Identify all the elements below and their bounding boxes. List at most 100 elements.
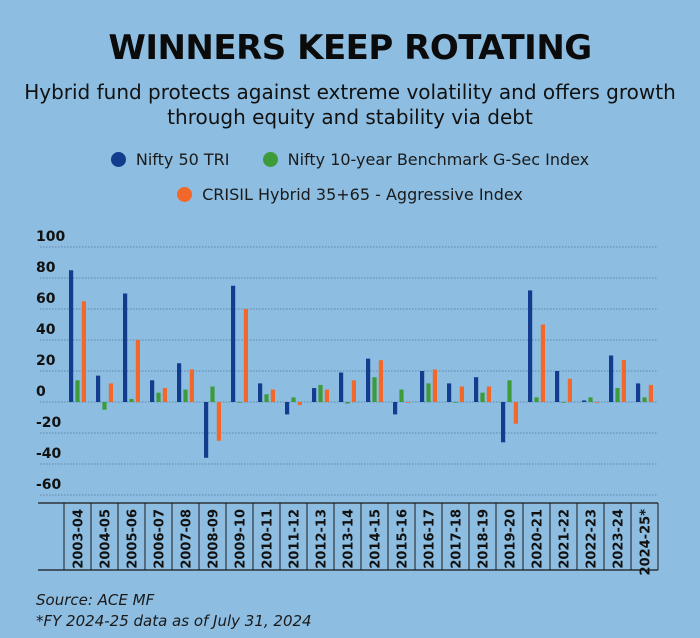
bar <box>486 386 491 402</box>
footnote: *FY 2024-25 data as of July 31, 2024 <box>36 612 312 630</box>
gridlines <box>40 246 658 496</box>
bar <box>561 402 566 403</box>
bar <box>555 371 560 402</box>
y-axis-ticks: 100 80 60 40 20 0 -20 -40 -60 <box>36 229 65 493</box>
legend-row-2: CRISIL Hybrid 35+65 - Aggressive Index <box>0 185 700 206</box>
legend-swatch-gsec <box>262 152 278 167</box>
legend-swatch-nifty50 <box>110 152 126 167</box>
x-tick-label: 2023-24 <box>612 509 627 569</box>
x-tick-label: 2019-20 <box>504 509 519 569</box>
bar <box>81 301 86 402</box>
bar <box>177 363 182 402</box>
bar <box>393 402 398 415</box>
bar <box>648 384 653 402</box>
x-tick-label: 2003-04 <box>72 509 87 569</box>
bar <box>204 402 209 458</box>
bar <box>480 392 485 402</box>
legend-swatch-crisil <box>177 187 193 202</box>
bar <box>426 383 431 402</box>
bar <box>372 377 377 402</box>
bar <box>216 402 221 441</box>
x-tick-label: 2009-10 <box>234 509 249 569</box>
bar <box>297 402 302 406</box>
chart-title: WINNERS KEEP ROTATING <box>108 28 592 68</box>
bar <box>567 378 572 402</box>
bar <box>264 394 269 402</box>
bars <box>69 270 653 458</box>
y-tick-label: -60 <box>36 477 62 493</box>
x-tick-label: 2015-16 <box>396 509 411 569</box>
bar <box>162 388 167 402</box>
bar <box>102 402 107 410</box>
bar <box>513 402 518 424</box>
x-tick-label: 2007-08 <box>180 509 195 569</box>
bar <box>528 290 533 402</box>
bar <box>270 389 275 402</box>
chart-subtitle: Hybrid fund protects against extreme vol… <box>24 80 676 129</box>
bar <box>474 377 479 402</box>
y-tick-label: -20 <box>36 415 62 431</box>
x-tick-label: 2021-22 <box>558 509 573 569</box>
bar <box>108 383 113 402</box>
legend-item-crisil: CRISIL Hybrid 35+65 - Aggressive Index <box>177 185 523 204</box>
legend-item-nifty50: Nifty 50 TRI <box>110 150 230 169</box>
bar <box>582 400 587 402</box>
y-tick-label: 60 <box>36 291 56 307</box>
bar <box>378 360 383 402</box>
x-tick-label: 2011-12 <box>288 509 303 569</box>
bar <box>231 285 236 402</box>
bar <box>285 402 290 415</box>
x-tick-label: 2016-17 <box>423 509 438 569</box>
bar <box>399 389 404 402</box>
bar <box>258 383 263 402</box>
x-tick-label: 2020-21 <box>531 509 546 569</box>
y-tick-label: 0 <box>36 384 46 400</box>
bar <box>588 397 593 402</box>
bar <box>69 270 74 402</box>
bar <box>507 380 512 402</box>
bar <box>237 402 242 403</box>
x-tick-label: 2005-06 <box>126 509 141 569</box>
bar <box>405 402 410 403</box>
legend-row-1: Nifty 50 TRI Nifty 10-year Benchmark G-S… <box>0 150 700 171</box>
bar <box>183 389 188 402</box>
bar <box>156 392 161 402</box>
x-tick-label: 2014-15 <box>369 509 384 569</box>
bar <box>189 369 194 402</box>
bar <box>366 358 371 402</box>
x-tick-label: 2004-05 <box>99 509 114 569</box>
x-axis: 2003-04 2004-05 2005-06 2006-07 2007-08 2008-… <box>38 502 659 575</box>
bar <box>345 402 350 404</box>
bar <box>453 402 458 403</box>
bar <box>615 388 620 402</box>
bar <box>351 380 356 402</box>
bar <box>636 383 641 402</box>
legend-item-gsec: Nifty 10-year Benchmark G-Sec Index <box>262 150 590 169</box>
bar <box>594 402 599 403</box>
bar <box>291 397 296 402</box>
bar <box>123 293 128 402</box>
x-tick-label: 2010-11 <box>261 509 276 569</box>
bar <box>210 386 215 402</box>
bar <box>534 397 539 402</box>
x-tick-label: 2018-19 <box>477 509 492 569</box>
bar <box>642 397 647 402</box>
legend-label-gsec: Nifty 10-year Benchmark G-Sec Index <box>287 150 590 169</box>
legend-label-crisil: CRISIL Hybrid 35+65 - Aggressive Index <box>202 185 523 204</box>
y-tick-label: 80 <box>36 260 56 276</box>
x-tick-label: 2022-23 <box>585 509 600 569</box>
y-tick-label: 20 <box>36 353 56 369</box>
bar <box>621 360 626 402</box>
bar <box>540 324 545 402</box>
bar <box>447 383 452 402</box>
bar <box>312 388 317 402</box>
x-tick-label: 2006-07 <box>153 509 168 569</box>
bar <box>501 402 506 443</box>
bar <box>129 398 134 402</box>
bar <box>96 375 101 402</box>
legend-label-nifty50: Nifty 50 TRI <box>135 150 230 169</box>
y-tick-label: 100 <box>36 229 65 245</box>
bar <box>324 389 329 402</box>
bar <box>75 380 80 402</box>
